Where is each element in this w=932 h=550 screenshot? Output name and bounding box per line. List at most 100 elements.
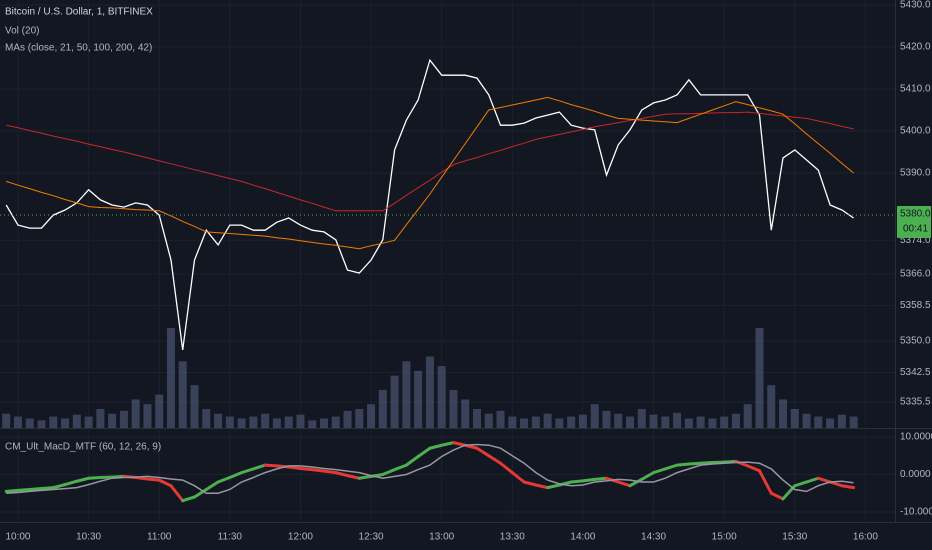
volume-bar	[390, 375, 399, 428]
y-tick-label: 5390.0	[900, 168, 931, 179]
volume-bar	[237, 418, 246, 428]
y-tick-label: 5400.0	[900, 126, 931, 137]
x-tick-label: 11:00	[147, 532, 172, 543]
y-tick-label: 5358.5	[900, 300, 931, 311]
volume-bar	[614, 413, 623, 428]
y-tick-label: 5350.0	[900, 336, 931, 347]
macd-segment	[499, 461, 514, 475]
volume-bar	[484, 413, 493, 428]
volume-bar	[72, 414, 81, 428]
volume-bar	[225, 416, 234, 428]
macd-segment	[699, 460, 714, 465]
volume-bar	[837, 414, 846, 428]
macd-segment	[110, 474, 126, 479]
macd-segment	[310, 468, 326, 473]
volume-bar	[661, 416, 670, 428]
macd-segment	[793, 480, 809, 488]
macd-segment	[169, 484, 185, 503]
volume-bar	[84, 416, 93, 428]
x-tick-label: 14:30	[641, 532, 666, 543]
macd-segment	[193, 487, 208, 499]
y-tick-label: 0.0000	[900, 469, 931, 480]
volume-bar	[696, 416, 705, 428]
volume-bar	[673, 412, 682, 428]
macd-segment	[416, 446, 432, 458]
volume-bar	[649, 414, 658, 428]
macd-segment	[475, 446, 491, 458]
volume-label: Vol (20)	[5, 26, 39, 37]
macd-segment	[157, 478, 173, 488]
y-tick-label: 5410.0	[900, 84, 931, 95]
macd-segment	[322, 469, 338, 475]
x-tick-label: 10:00	[5, 532, 30, 543]
volume-bar	[790, 408, 799, 428]
macd-segment	[722, 459, 738, 464]
volume-bar	[96, 408, 105, 428]
volume-bar	[826, 418, 835, 428]
volume-bar	[849, 416, 858, 428]
series-line	[6, 111, 854, 212]
macd-segment	[4, 488, 20, 493]
macd-segment	[816, 476, 832, 484]
countdown: 00:41	[903, 224, 928, 235]
volume-bar	[496, 410, 505, 428]
volume-bar	[449, 389, 458, 428]
volume-bar	[343, 410, 352, 428]
volume-bar	[743, 404, 752, 428]
last-price-label: 5380.0	[900, 209, 931, 220]
volume-bar	[49, 416, 58, 428]
macd-segment	[240, 467, 255, 475]
y-tick-label: 5374.0	[900, 235, 931, 246]
y-tick-label: 5335.5	[900, 397, 931, 408]
y-tick-label: 5342.5	[900, 367, 931, 378]
macd-segment	[287, 465, 302, 470]
volume-bar	[108, 413, 117, 428]
macd-segment	[87, 475, 102, 480]
macd-segment	[16, 487, 32, 492]
macd-segment	[640, 471, 656, 481]
macd-segment	[228, 471, 244, 479]
macd-segment	[840, 484, 856, 490]
macd-title: CM_Ult_MacD_MTF (60, 12, 26, 9)	[5, 442, 161, 453]
y-tick-label: 5366.0	[900, 268, 931, 279]
macd-segment	[581, 477, 597, 483]
x-tick-label: 13:00	[429, 532, 454, 543]
macd-segment	[510, 471, 526, 484]
volume-bar	[708, 418, 717, 428]
volume-bar	[543, 413, 552, 428]
last-price-box	[897, 206, 931, 239]
volume-bar	[508, 416, 517, 428]
volume-bar	[414, 370, 423, 428]
macd-segment	[663, 463, 679, 471]
volume-bar	[178, 361, 187, 428]
macd-segment	[75, 476, 91, 483]
volume-bar	[602, 410, 611, 428]
volume-bar	[567, 416, 576, 428]
volume-bar	[214, 413, 223, 428]
ma-label: MAs (close, 21, 50, 100, 200, 42)	[5, 43, 152, 54]
volume-bar	[590, 404, 599, 428]
volume-bar	[367, 404, 376, 428]
macd-segment	[546, 483, 561, 490]
macd-segment	[628, 477, 644, 488]
macd-segment	[204, 480, 220, 491]
chart-title: Bitcoin / U.S. Dollar, 1, BITFINEX	[5, 7, 153, 18]
macd-segment	[263, 463, 279, 468]
x-tick-label: 16:00	[853, 532, 878, 543]
macd-segment	[181, 495, 197, 503]
macd-segment	[769, 491, 785, 501]
macd-segment	[216, 475, 232, 484]
volume-bar	[402, 361, 411, 428]
macd-segment	[346, 474, 361, 480]
macd-segment	[757, 469, 773, 495]
macd-segment	[298, 466, 314, 472]
macd-segment	[451, 441, 467, 447]
x-tick-label: 13:30	[500, 532, 525, 543]
volume-bar	[461, 399, 470, 428]
volume-bar	[720, 416, 729, 428]
volume-bar	[319, 418, 328, 428]
volume-bar	[261, 413, 270, 428]
volume-bar	[425, 356, 434, 428]
series-line	[6, 443, 854, 494]
